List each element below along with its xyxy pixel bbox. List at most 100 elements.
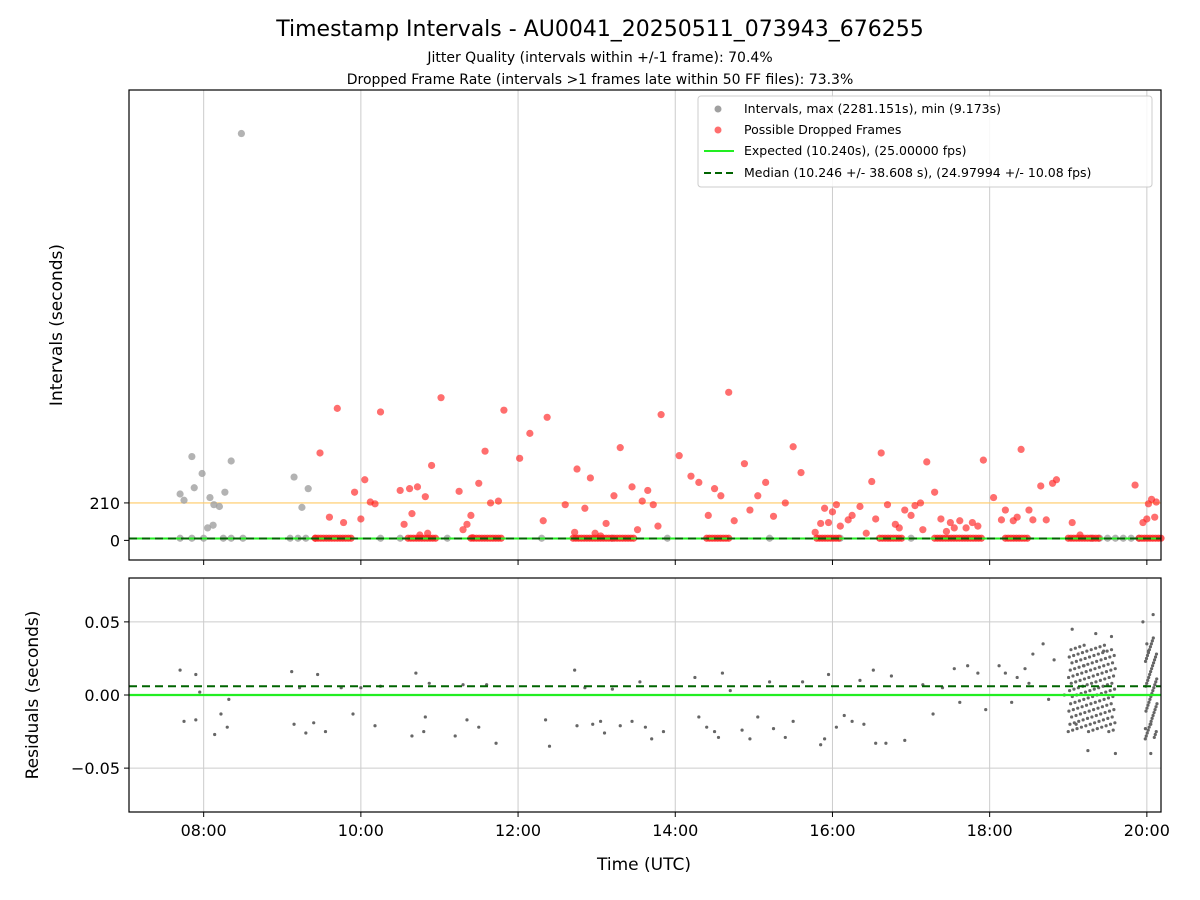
dropped-frame-point (475, 479, 483, 487)
interval-point (190, 484, 198, 492)
dropped-frame-point (1151, 513, 1159, 521)
dropped-frame-point (376, 408, 385, 416)
residuals-y-ticks: 0.05 0.00 −0.05 (71, 613, 129, 778)
residual-point (783, 735, 787, 740)
residual-point (1098, 699, 1102, 703)
residual-point (351, 712, 355, 716)
dropped-frame-point (591, 529, 599, 537)
legend-entry-expected: Expected (10.240s), (25.00000 fps) (744, 143, 966, 158)
dropped-frame-point (1068, 518, 1076, 527)
interval-point (209, 521, 217, 529)
residual-point (1089, 681, 1094, 685)
residual-point (1080, 671, 1084, 675)
residual-point (598, 719, 603, 723)
residual-point (1088, 689, 1092, 693)
residual-point (1154, 652, 1159, 656)
residual-point (1098, 645, 1102, 649)
residual-point (227, 697, 231, 701)
residual-point (728, 689, 732, 693)
interval-point (290, 473, 298, 481)
residual-point (1023, 667, 1027, 671)
residual-point (1085, 683, 1089, 687)
residual-point (1071, 728, 1075, 732)
dropped-frame-point (883, 501, 892, 509)
dropped-frame-point (333, 404, 341, 412)
residual-point (1110, 681, 1114, 685)
residual-point (610, 687, 614, 691)
residual-point (494, 741, 498, 745)
residual-point (575, 724, 579, 728)
residual-point (1146, 678, 1150, 682)
residual-point (618, 724, 622, 728)
x-tick-label: 08:00 (181, 821, 227, 840)
dropped-frame-point (413, 483, 422, 491)
residual-point (931, 712, 935, 716)
residual-point (1090, 715, 1094, 719)
residual-point (1111, 728, 1115, 732)
residual-point (1108, 655, 1112, 659)
residual-point (958, 700, 962, 704)
residual-point (1092, 653, 1096, 658)
residual-point (740, 728, 744, 732)
residual-point (661, 729, 666, 734)
dropped-frame-point (1052, 476, 1061, 484)
dropped-frame-point (942, 527, 951, 536)
residual-point (1154, 705, 1158, 709)
residual-point (1074, 659, 1078, 663)
residual-point (1070, 661, 1074, 665)
dropped-frame-point (1042, 516, 1050, 524)
residual-point (1079, 725, 1084, 729)
residual-point (842, 713, 846, 718)
residual-point (1113, 667, 1117, 671)
residual-point (1067, 655, 1071, 659)
residual-point (1074, 680, 1078, 684)
residual-point (1094, 631, 1098, 636)
residual-point (850, 719, 854, 723)
residual-point (1143, 737, 1147, 741)
residual-point (178, 668, 182, 672)
residual-point (1093, 667, 1097, 671)
dropped-frame-point (923, 458, 931, 466)
interval-point (227, 457, 235, 465)
residual-point (1105, 649, 1109, 653)
residual-point (889, 674, 894, 678)
residual-point (1092, 708, 1096, 712)
residual-point (1072, 721, 1076, 725)
residual-point (1100, 705, 1104, 709)
residual-point (1153, 683, 1157, 687)
residual-point (1093, 700, 1097, 704)
residual-point (1092, 687, 1096, 691)
residual-point (194, 718, 198, 722)
dropped-frame-point (687, 472, 695, 480)
legend-entry-intervals: Intervals, max (2281.151s), min (9.173s) (744, 101, 1001, 116)
dropped-frame-point (968, 518, 976, 527)
residual-point (1094, 646, 1098, 650)
dropped-frame-point (610, 492, 618, 500)
residual-point (1082, 643, 1086, 647)
interval-point (176, 490, 184, 498)
residual-point (1110, 715, 1114, 719)
dropped-frame-point (824, 518, 833, 527)
residual-point (1148, 722, 1152, 726)
residual-point (194, 672, 198, 677)
residual-point (414, 671, 418, 675)
dropped-frame-point (895, 524, 903, 532)
dropped-frame-point (1076, 531, 1084, 539)
y-tick-label: 210 (89, 494, 120, 513)
residual-point (1085, 649, 1089, 653)
residual-point (800, 680, 805, 684)
interval-point (304, 485, 312, 493)
residual-point (182, 719, 186, 723)
residual-point (1106, 716, 1110, 721)
residual-point (1149, 642, 1153, 646)
residual-point (1103, 710, 1107, 715)
residual-point (323, 729, 328, 734)
dropped-frame-point (316, 449, 324, 457)
interval-point (221, 488, 229, 496)
dropped-frame-point (979, 456, 987, 464)
residual-point (771, 727, 776, 731)
residual-point (453, 734, 457, 738)
residual-point (858, 678, 862, 682)
residual-point (720, 671, 725, 675)
